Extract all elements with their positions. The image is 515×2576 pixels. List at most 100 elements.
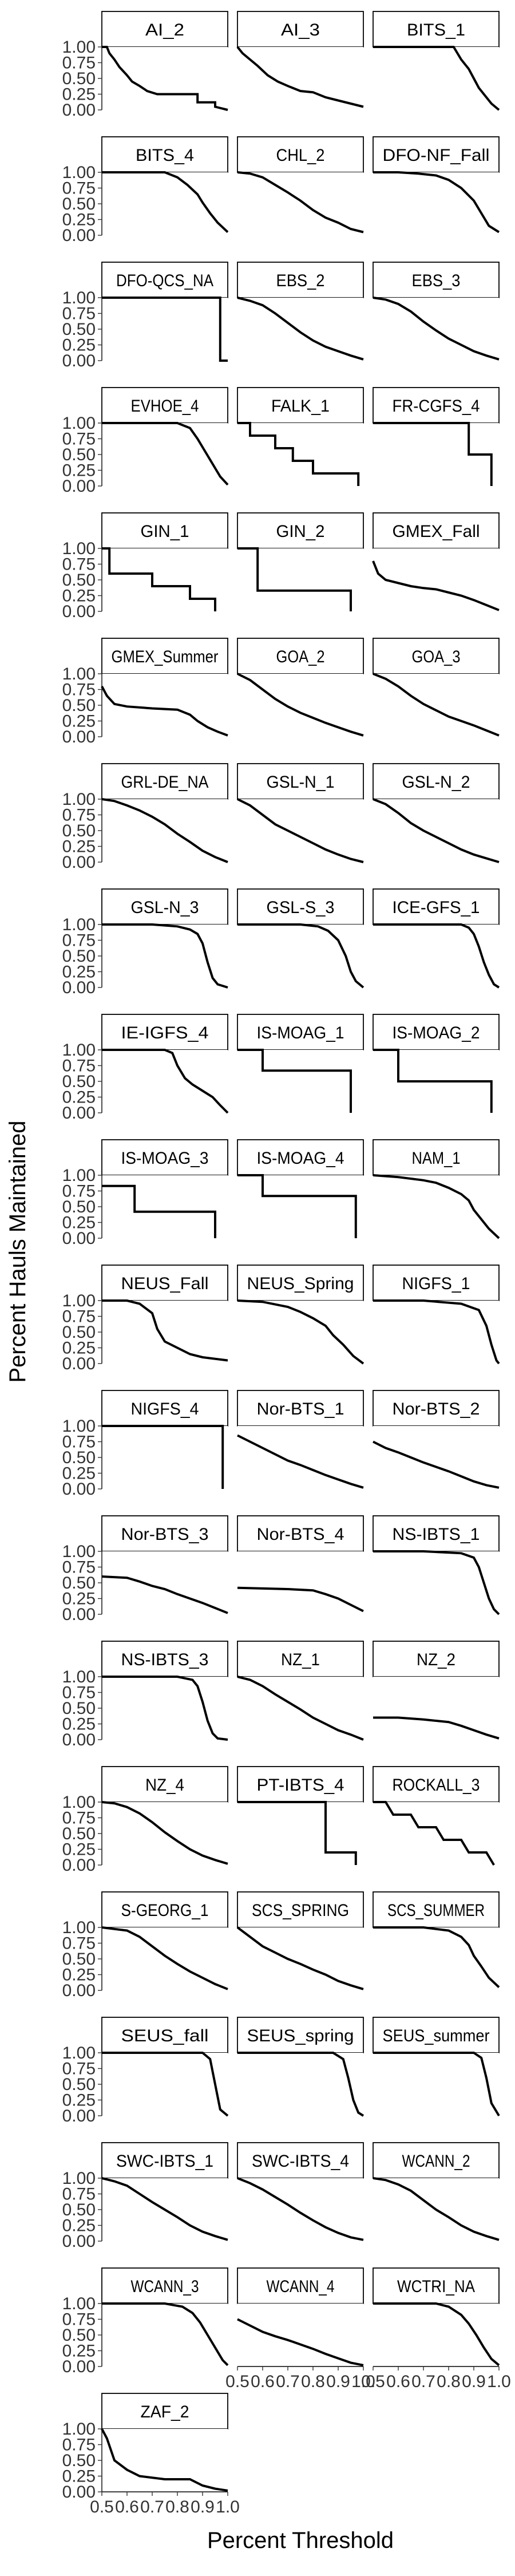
facet-strip-label: ROCKALL_3: [393, 1776, 480, 1795]
facet-strip-label: NZ_1: [281, 1650, 320, 1669]
facet-strip: [101, 1139, 228, 1176]
y-tick-label: 0.00: [62, 978, 96, 997]
series-line-SEUS_spring: [237, 2052, 365, 2117]
facet-panel: [102, 423, 228, 486]
series-line-S-GEORG_1: [101, 1926, 228, 1990]
y-tick-label: 1.00: [62, 1041, 96, 1060]
series-line-WCANN_3: [102, 2302, 229, 2366]
series-line-NEUS_Fall: [102, 1299, 228, 1362]
y-tick-label: 1.00: [62, 2420, 96, 2439]
facet-strip: [373, 262, 500, 298]
facet-strip: [101, 262, 228, 298]
y-tick-label: 0.25: [62, 837, 96, 856]
facet-strip-label: EVHOE_4: [131, 397, 199, 416]
y-tick-label: 0.00: [62, 1229, 96, 1248]
facet-strip-label: NEUS_Fall: [121, 1274, 209, 1293]
facet-panel: [102, 548, 228, 611]
series-line-ZAF_2: [101, 2428, 228, 2492]
facet-strip: [101, 1641, 228, 1677]
y-tick-label: 0.75: [62, 1809, 96, 1828]
facet-panel: [373, 47, 499, 110]
facet-strip-label: FALK_1: [271, 397, 330, 416]
y-tick-label: 1.00: [62, 2044, 96, 2063]
facet-strip-label: SWC-IBTS_1: [116, 2152, 213, 2171]
facet-strip: [237, 2142, 364, 2179]
y-tick-label: 1.00: [62, 1542, 96, 1561]
y-tick-label: 0.25: [62, 1590, 96, 1609]
facet-strip-label: ZAF_2: [141, 2403, 189, 2421]
series-line-SWC-IBTS_4: [237, 2177, 364, 2241]
facet-strip: [373, 136, 500, 173]
facet-strip-label: GSL-S_3: [267, 898, 335, 917]
series-line-Nor-BTS_2: [373, 1440, 500, 1489]
facet-strip-label: GMEX_Fall: [393, 522, 480, 541]
y-tick-label: 0.25: [62, 1339, 96, 1358]
y-tick-label: 0.25: [62, 211, 96, 230]
facet-strip-label: WCANN_4: [267, 2277, 335, 2296]
y-tick-label: 0.50: [62, 1198, 96, 1216]
series-line-AI_2: [102, 46, 228, 111]
facet-strip: [237, 1265, 364, 1301]
facet-strip: [237, 888, 364, 925]
facet-strip: [101, 387, 228, 424]
facet-strip: [101, 2393, 228, 2429]
y-tick-label: 0.75: [62, 1433, 96, 1452]
y-tick-label: 1.00: [62, 665, 96, 683]
y-tick-label: 0.00: [62, 226, 96, 245]
y-tick-label: 0.50: [62, 2200, 96, 2219]
facet-strip: [237, 1766, 364, 1803]
y-tick-label: 0.75: [62, 430, 96, 449]
facet-strip-label: GRL-DE_NA: [121, 773, 209, 792]
facet-strip: [237, 136, 364, 173]
series-line-EBS_3: [373, 297, 500, 361]
facet-strip-label: IS-MOAG_4: [257, 1149, 344, 1168]
facet-strip: [373, 1515, 500, 1552]
facet-strip: [373, 11, 500, 48]
facet-strip-label: NS-IBTS_1: [393, 1525, 480, 1544]
y-tick-label: 0.75: [62, 1558, 96, 1577]
facet-strip-label: IE-IGFS_4: [121, 1024, 209, 1042]
facet-strip-label: GSL-N_2: [402, 773, 470, 792]
facet-panel: [373, 1551, 499, 1614]
facet-strip: [237, 512, 364, 549]
facet-panel: [373, 1426, 499, 1489]
series-line-GOA_2: [237, 673, 364, 737]
facet-panel: [237, 1050, 363, 1113]
series-line-IS-MOAG_1: [237, 1049, 352, 1113]
series-line-NS-IBTS_1: [373, 1550, 500, 1615]
facet-strip: [373, 638, 500, 674]
facet-panel: [102, 2053, 228, 2116]
facet-panel: [373, 1927, 499, 1990]
facet-panel: [102, 1050, 228, 1113]
facet-panel: [373, 924, 499, 987]
series-line-GIN_1: [102, 547, 216, 611]
y-tick-label: 0.25: [62, 461, 96, 480]
facet-strip-label: SEUS_fall: [121, 2026, 209, 2045]
y-tick-label: 1.00: [62, 163, 96, 182]
y-tick-label: 1.00: [62, 1793, 96, 1812]
y-tick-label: 0.50: [62, 1824, 96, 1843]
y-tick-label: 0.50: [62, 1323, 96, 1342]
series-line-NZ_1: [237, 1676, 364, 1741]
x-tick-label: 0.8: [301, 2372, 325, 2391]
y-tick-label: 0.75: [62, 555, 96, 574]
facet-panel: [237, 1802, 363, 1865]
y-tick-label: 0.50: [62, 1448, 96, 1467]
facet-panel: [102, 47, 228, 110]
series-line-FR-CGFS_4: [373, 422, 493, 486]
facet-strip-label: FR-CGFS_4: [393, 397, 480, 416]
facet-strip-label: GIN_1: [141, 522, 189, 541]
series-line-EVHOE_4: [102, 422, 229, 486]
facet-panel: [373, 2304, 499, 2366]
facet-strip: [373, 1390, 500, 1427]
facet-strip-label: GSL-N_3: [131, 898, 199, 917]
series-line-Nor-BTS_4: [237, 1586, 364, 1613]
y-tick-label: 1.00: [62, 1291, 96, 1310]
facet-panel: [102, 1677, 228, 1740]
facet-strip: [237, 1515, 364, 1552]
facet-strip: [373, 888, 500, 925]
y-tick-label: 0.00: [62, 351, 96, 370]
y-tick-label: 0.75: [62, 1684, 96, 1702]
facet-panel: [237, 924, 363, 987]
x-tick-label: 0.9: [191, 2498, 215, 2516]
